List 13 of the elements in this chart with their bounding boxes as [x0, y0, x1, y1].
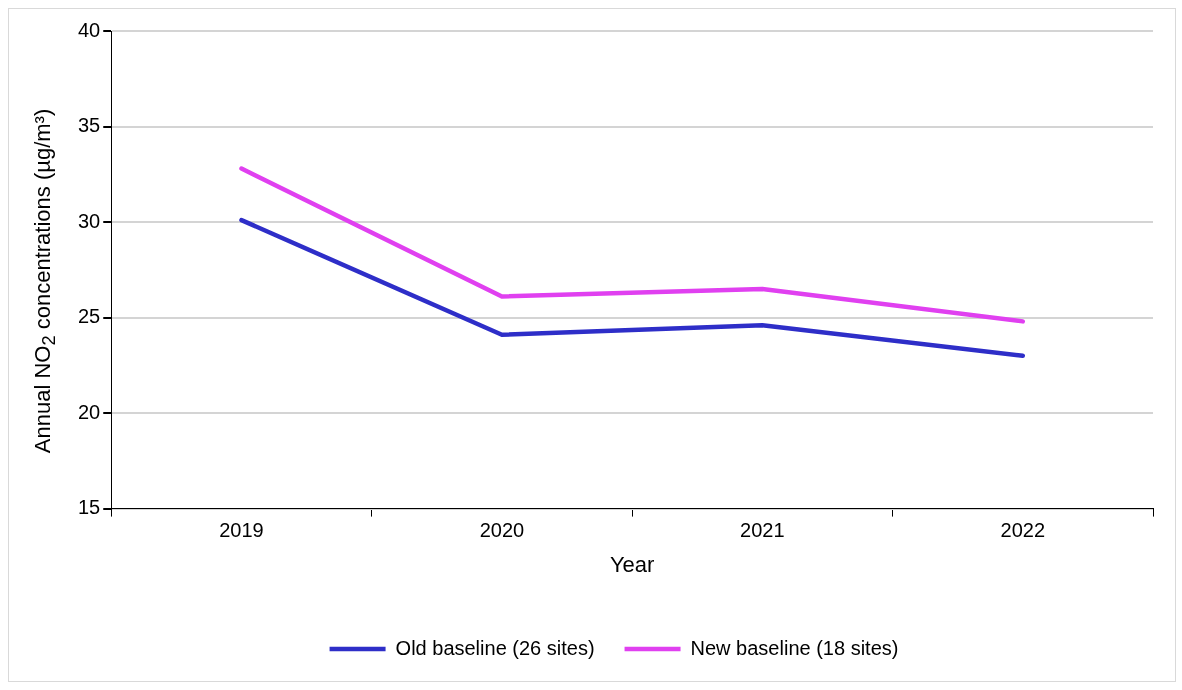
x-tick-label: 2020 [479, 519, 525, 542]
legend-label: Old baseline (26 sites) [395, 636, 595, 659]
legend-label: New baseline (18 sites) [690, 636, 899, 659]
x-tick-label: 2019 [219, 519, 264, 542]
x-axis-title: Year [609, 551, 655, 577]
y-tick-label: 30 [78, 209, 101, 232]
y-tick-label: 25 [78, 305, 101, 328]
x-tick-label: 2021 [740, 519, 785, 542]
y-tick-label: 40 [78, 18, 101, 41]
y-tick-label: 20 [78, 400, 101, 423]
y-tick-label: 15 [78, 496, 101, 519]
y-tick-label: 35 [78, 114, 101, 137]
x-tick-label: 2022 [1000, 519, 1046, 542]
